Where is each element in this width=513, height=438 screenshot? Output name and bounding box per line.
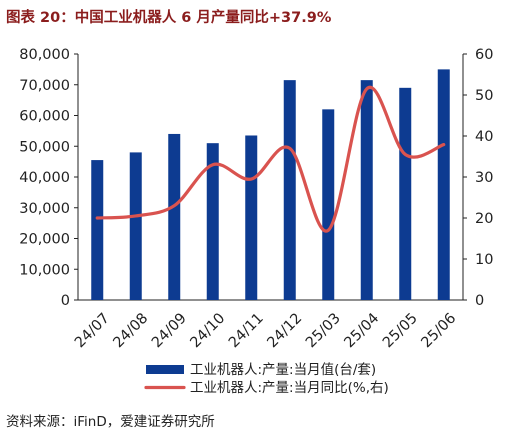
x-tick-label: 25/05 [380, 310, 421, 351]
right-tick-label: 0 [475, 293, 484, 309]
left-tick-label: 70,000 [19, 78, 70, 94]
bar [283, 80, 296, 300]
left-tick-label: 0 [61, 293, 70, 309]
right-tick-label: 10 [475, 252, 493, 268]
legend-bar-label: 工业机器人:产量:当月值(台/套) [190, 362, 376, 378]
left-tick-label: 60,000 [19, 109, 70, 125]
left-tick-label: 30,000 [19, 201, 70, 217]
figure-title: 图表 20：中国工业机器人 6 月产量同比+37.9% [6, 10, 332, 26]
x-tick-label: 24/07 [72, 310, 113, 351]
bar [322, 109, 335, 300]
bar [206, 143, 219, 300]
bar [437, 69, 450, 300]
x-tick-label: 25/03 [303, 310, 344, 351]
source-note: 资料来源：iFinD，爱建证券研究所 [6, 414, 215, 430]
right-tick-label: 60 [475, 47, 493, 63]
right-tick-label: 50 [475, 88, 493, 104]
x-tick-label: 24/09 [149, 310, 190, 351]
bar-series [91, 69, 450, 300]
left-tick-label: 80,000 [19, 47, 70, 63]
bar [129, 152, 142, 300]
line-series [95, 85, 446, 233]
x-tick-label: 24/12 [264, 310, 305, 351]
legend-bar-swatch [146, 365, 184, 374]
legend-line-label: 工业机器人:产量:当月同比(%,右) [190, 380, 389, 396]
x-tick-label: 24/08 [110, 310, 151, 351]
x-tick-label: 24/11 [226, 310, 267, 351]
right-tick-label: 20 [475, 211, 493, 227]
left-tick-label: 50,000 [19, 139, 70, 155]
bar [91, 160, 104, 300]
legend: 工业机器人:产量:当月值(台/套) 工业机器人:产量:当月同比(%,右) [144, 362, 389, 396]
left-tick-label: 40,000 [19, 170, 70, 186]
axes [74, 53, 467, 301]
x-tick-label: 25/06 [418, 310, 459, 351]
bar [168, 133, 181, 300]
x-tick-label: 25/04 [341, 310, 382, 351]
x-tick-label: 24/10 [187, 310, 228, 351]
left-tick-label: 20,000 [19, 232, 70, 248]
bar [399, 87, 412, 300]
left-tick-label: 10,000 [19, 262, 70, 278]
yoy-line [95, 85, 446, 233]
right-tick-label: 30 [475, 170, 493, 186]
bar [245, 135, 258, 300]
bar [360, 80, 373, 300]
right-tick-label: 40 [475, 129, 493, 145]
